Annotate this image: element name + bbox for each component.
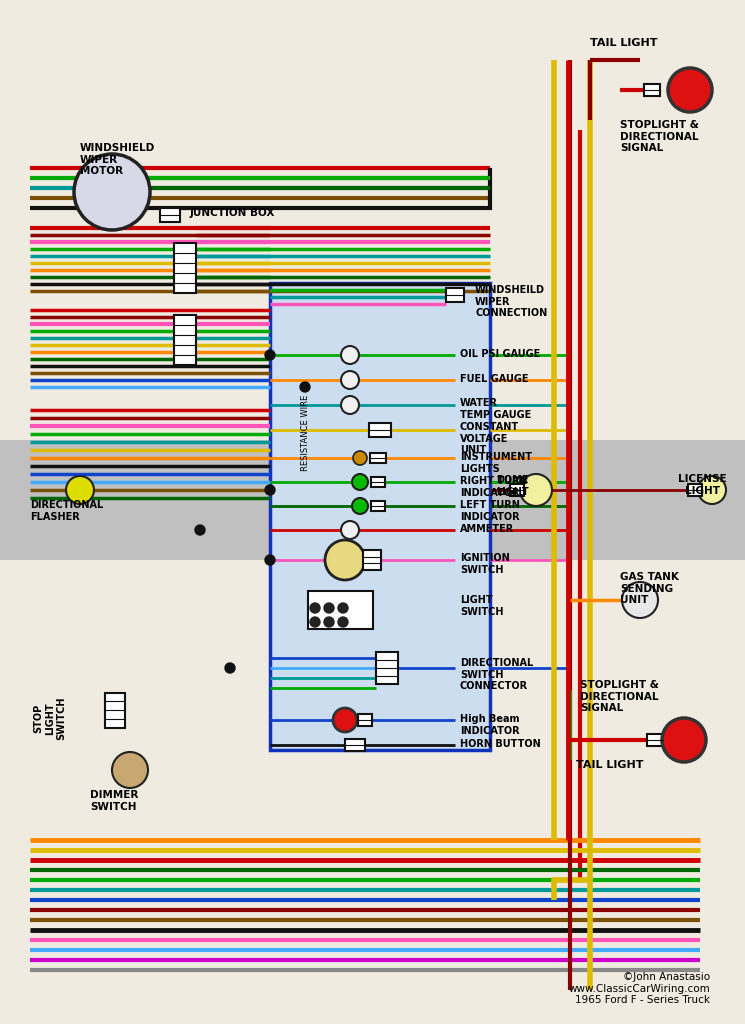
Bar <box>647 734 663 746</box>
Text: TAIL LIGHT: TAIL LIGHT <box>576 760 644 770</box>
Circle shape <box>352 498 368 514</box>
Circle shape <box>333 708 357 732</box>
Circle shape <box>310 603 320 613</box>
Text: INSTRUMENT
LIGHTS: INSTRUMENT LIGHTS <box>460 452 532 473</box>
Circle shape <box>341 521 359 539</box>
Circle shape <box>310 617 320 627</box>
Text: LEFT TURN
INDICATOR: LEFT TURN INDICATOR <box>460 500 520 521</box>
Text: DOME
LIGHT: DOME LIGHT <box>495 475 528 497</box>
Bar <box>0 440 745 560</box>
Bar <box>644 84 660 96</box>
Text: LIGHT
SWITCH: LIGHT SWITCH <box>460 595 504 616</box>
Bar <box>345 739 365 751</box>
Circle shape <box>353 451 367 465</box>
Bar <box>371 501 385 511</box>
Circle shape <box>341 371 359 389</box>
Bar <box>363 550 381 570</box>
Circle shape <box>341 396 359 414</box>
Circle shape <box>265 485 275 495</box>
Bar <box>369 423 391 437</box>
Circle shape <box>265 350 275 360</box>
Text: HORN BUTTON: HORN BUTTON <box>460 739 541 749</box>
Circle shape <box>265 555 275 565</box>
Bar <box>270 283 490 750</box>
Text: High Beam
INDICATOR: High Beam INDICATOR <box>460 714 519 735</box>
Bar <box>370 453 386 463</box>
Bar <box>105 692 125 727</box>
Text: JUNCTION BOX: JUNCTION BOX <box>190 208 276 218</box>
Circle shape <box>74 154 150 230</box>
Bar <box>160 208 180 222</box>
Text: DIRECTIONAL
SWITCH
CONNECTOR: DIRECTIONAL SWITCH CONNECTOR <box>460 658 533 691</box>
Circle shape <box>225 663 235 673</box>
Bar <box>0 440 745 560</box>
Circle shape <box>668 68 712 112</box>
Text: STOP
LIGHT
SWITCH: STOP LIGHT SWITCH <box>34 697 66 740</box>
Text: IGNITION
SWITCH: IGNITION SWITCH <box>460 553 510 574</box>
Text: STOPLIGHT &
DIRECTIONAL
SIGNAL: STOPLIGHT & DIRECTIONAL SIGNAL <box>620 120 699 154</box>
Text: RESISTANCE WIRE: RESISTANCE WIRE <box>300 395 309 471</box>
Bar <box>174 243 196 293</box>
Circle shape <box>195 525 205 535</box>
Circle shape <box>622 582 658 618</box>
Circle shape <box>325 540 365 580</box>
Bar <box>446 288 464 302</box>
Text: WINDSHIELD
WIPER
MOTOR: WINDSHIELD WIPER MOTOR <box>80 143 155 176</box>
Text: LICENSE
LIGHT: LICENSE LIGHT <box>678 474 726 496</box>
Circle shape <box>324 603 334 613</box>
Circle shape <box>698 476 726 504</box>
Bar <box>174 315 196 365</box>
Bar <box>510 484 524 496</box>
Circle shape <box>338 603 348 613</box>
Circle shape <box>520 474 552 506</box>
Circle shape <box>300 382 310 392</box>
Text: FUEL GAUGE: FUEL GAUGE <box>460 374 528 384</box>
Bar <box>358 714 372 726</box>
Bar <box>688 484 702 496</box>
Text: ©John Anastasio
www.ClassicCarWiring.com
1965 Ford F - Series Truck: ©John Anastasio www.ClassicCarWiring.com… <box>568 972 710 1006</box>
Text: WATER
TEMP GAUGE: WATER TEMP GAUGE <box>460 398 531 420</box>
Circle shape <box>112 752 148 788</box>
Text: DIRECTIONAL
FLASHER: DIRECTIONAL FLASHER <box>30 500 104 521</box>
Text: TAIL LIGHT: TAIL LIGHT <box>590 38 658 48</box>
Circle shape <box>324 617 334 627</box>
Circle shape <box>66 476 94 504</box>
Text: RIGHT TURN
INDICATOR.: RIGHT TURN INDICATOR. <box>460 476 527 498</box>
Text: CONSTANT
VOLTAGE
UNIT: CONSTANT VOLTAGE UNIT <box>460 422 519 456</box>
Circle shape <box>352 474 368 490</box>
Bar <box>371 477 385 487</box>
Bar <box>308 591 372 629</box>
Bar <box>376 652 398 684</box>
Text: AMMETER: AMMETER <box>460 524 514 534</box>
Text: GAS TANK
SENDING
UNIT: GAS TANK SENDING UNIT <box>620 572 679 605</box>
Circle shape <box>341 346 359 364</box>
Text: DIMMER
SWITCH: DIMMER SWITCH <box>90 790 139 812</box>
Text: OIL PSI GAUGE: OIL PSI GAUGE <box>460 349 540 359</box>
Text: STOPLIGHT &
DIRECTIONAL
SIGNAL: STOPLIGHT & DIRECTIONAL SIGNAL <box>580 680 659 713</box>
Text: WINDSHEILD
WIPER
CONNECTION: WINDSHEILD WIPER CONNECTION <box>475 285 548 318</box>
Circle shape <box>338 617 348 627</box>
Circle shape <box>662 718 706 762</box>
